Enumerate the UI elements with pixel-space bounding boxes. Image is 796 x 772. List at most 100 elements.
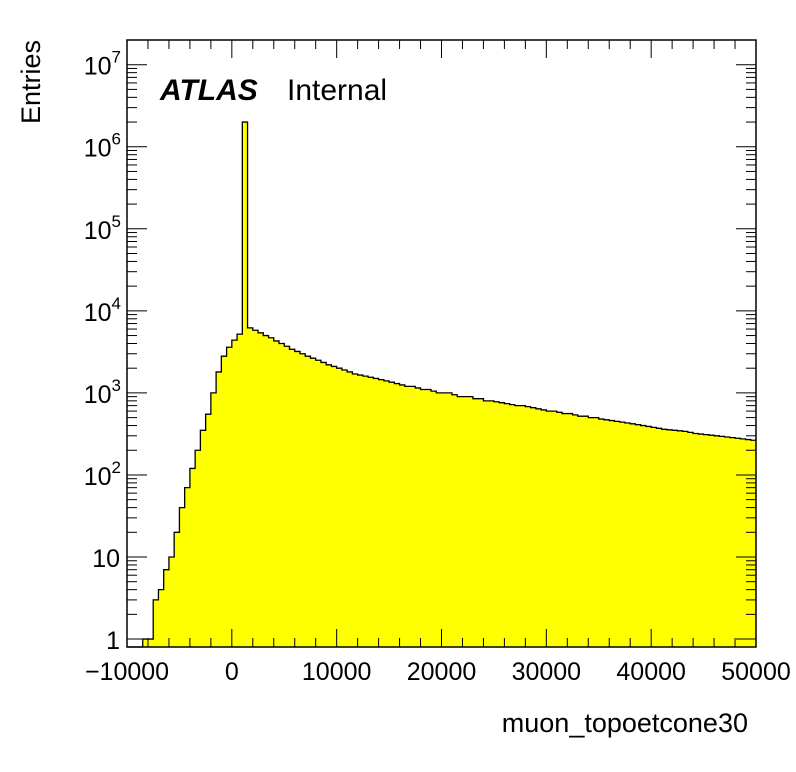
histogram-bar bbox=[703, 434, 710, 647]
histogram-bar bbox=[404, 386, 411, 647]
histogram-bar bbox=[299, 353, 306, 647]
histogram-bar bbox=[425, 389, 432, 647]
histogram-bar bbox=[184, 487, 191, 647]
histogram-bar bbox=[158, 589, 165, 647]
histogram-bar bbox=[588, 417, 594, 647]
histogram-bar bbox=[488, 400, 495, 647]
histogram-bar bbox=[535, 408, 542, 647]
histogram-bar bbox=[242, 122, 248, 647]
histogram-bar bbox=[231, 340, 238, 647]
histogram-bar bbox=[672, 430, 678, 647]
histogram-bar bbox=[661, 429, 668, 647]
histogram-bar bbox=[530, 407, 537, 647]
histogram-bar bbox=[362, 376, 369, 647]
histogram-bar bbox=[609, 420, 615, 647]
histogram-bar bbox=[163, 569, 170, 647]
histogram-bar bbox=[368, 377, 374, 647]
y-tick-label: 1 bbox=[106, 627, 120, 655]
histogram-bar bbox=[289, 349, 296, 647]
histogram-bars bbox=[127, 121, 757, 648]
x-tick-label: 0 bbox=[225, 658, 239, 686]
histogram-bar bbox=[446, 392, 453, 647]
histogram-outline bbox=[127, 121, 756, 648]
histogram-bar bbox=[698, 434, 704, 647]
histogram-bar bbox=[279, 343, 285, 647]
histogram-bar bbox=[645, 426, 652, 647]
y-tick-label: 105 bbox=[84, 212, 121, 245]
histogram-bar bbox=[687, 432, 694, 647]
histogram-bar bbox=[284, 346, 290, 647]
histogram-bar bbox=[320, 362, 327, 647]
histogram-bar bbox=[168, 556, 175, 647]
histogram-bar bbox=[708, 435, 715, 647]
histogram-bar bbox=[656, 428, 663, 647]
x-tick-label: 20000 bbox=[407, 658, 477, 686]
y-tick-label: 102 bbox=[84, 458, 121, 491]
x-tick-label: −10000 bbox=[85, 658, 169, 686]
histogram-bar bbox=[226, 347, 233, 647]
histogram-bar bbox=[551, 411, 558, 647]
histogram-bar bbox=[441, 392, 448, 647]
histogram-bar bbox=[200, 430, 207, 647]
histogram-bar bbox=[326, 364, 332, 647]
histogram-bar bbox=[598, 419, 605, 647]
histogram-bar bbox=[514, 405, 521, 647]
histogram-bar bbox=[520, 405, 526, 647]
histogram-bar bbox=[504, 403, 511, 647]
histogram-bar bbox=[147, 639, 154, 647]
histogram-bar bbox=[273, 340, 280, 647]
histogram-bar bbox=[389, 382, 395, 647]
histogram-bar bbox=[436, 392, 442, 647]
histogram-bar bbox=[415, 387, 421, 647]
histogram-bar bbox=[221, 356, 227, 647]
histogram-bar bbox=[630, 423, 636, 647]
histogram-bar bbox=[258, 332, 264, 647]
histogram-bar bbox=[341, 370, 348, 647]
x-tick-label: 10000 bbox=[302, 658, 372, 686]
histogram-bar bbox=[509, 404, 516, 647]
histogram-bar bbox=[640, 425, 647, 647]
histogram-bar bbox=[567, 413, 573, 647]
histogram-bar bbox=[593, 417, 600, 647]
histogram-bar bbox=[624, 422, 631, 647]
histogram-bar bbox=[336, 368, 343, 647]
histogram-bar bbox=[493, 401, 500, 647]
histogram-bar bbox=[666, 429, 673, 647]
histogram-bar bbox=[546, 411, 552, 647]
y-tick-labels: 1 10 102 103 104 105 106 107 bbox=[84, 48, 121, 655]
histogram-bar bbox=[331, 366, 338, 647]
atlas-label: ATLAS bbox=[159, 74, 258, 107]
histogram-bar bbox=[457, 396, 463, 647]
histogram-bar bbox=[562, 413, 568, 647]
histogram-bar bbox=[252, 330, 259, 647]
histogram-bar bbox=[572, 414, 579, 647]
histogram-bar bbox=[189, 468, 196, 647]
histogram-bar bbox=[174, 532, 180, 647]
histogram-bar bbox=[635, 424, 642, 647]
histogram-bar bbox=[693, 433, 699, 647]
y-tick-label: 107 bbox=[84, 48, 121, 81]
histogram-bar bbox=[394, 383, 400, 647]
y-axis-title: Entries bbox=[16, 40, 46, 124]
histogram-bar bbox=[619, 422, 626, 647]
histogram-bar bbox=[729, 437, 736, 647]
y-tick-label: 103 bbox=[84, 376, 121, 409]
y-tick-label: 106 bbox=[84, 130, 121, 163]
histogram-bar bbox=[483, 400, 490, 647]
histogram-bar bbox=[750, 440, 757, 647]
histogram-bar bbox=[431, 391, 437, 647]
histogram-bar bbox=[719, 436, 725, 647]
histogram-bar bbox=[525, 406, 532, 647]
histogram-bar bbox=[583, 416, 589, 647]
histogram-bar bbox=[179, 507, 186, 647]
histogram-bar bbox=[556, 412, 563, 647]
histogram-bar bbox=[378, 379, 385, 647]
histogram-bar bbox=[682, 431, 689, 647]
histogram-bar bbox=[153, 599, 159, 647]
histogram-bar bbox=[735, 438, 741, 647]
histogram-bar bbox=[745, 439, 752, 647]
histogram-bar bbox=[315, 360, 322, 647]
x-tick-label: 40000 bbox=[616, 658, 686, 686]
x-tick-label: 30000 bbox=[512, 658, 582, 686]
